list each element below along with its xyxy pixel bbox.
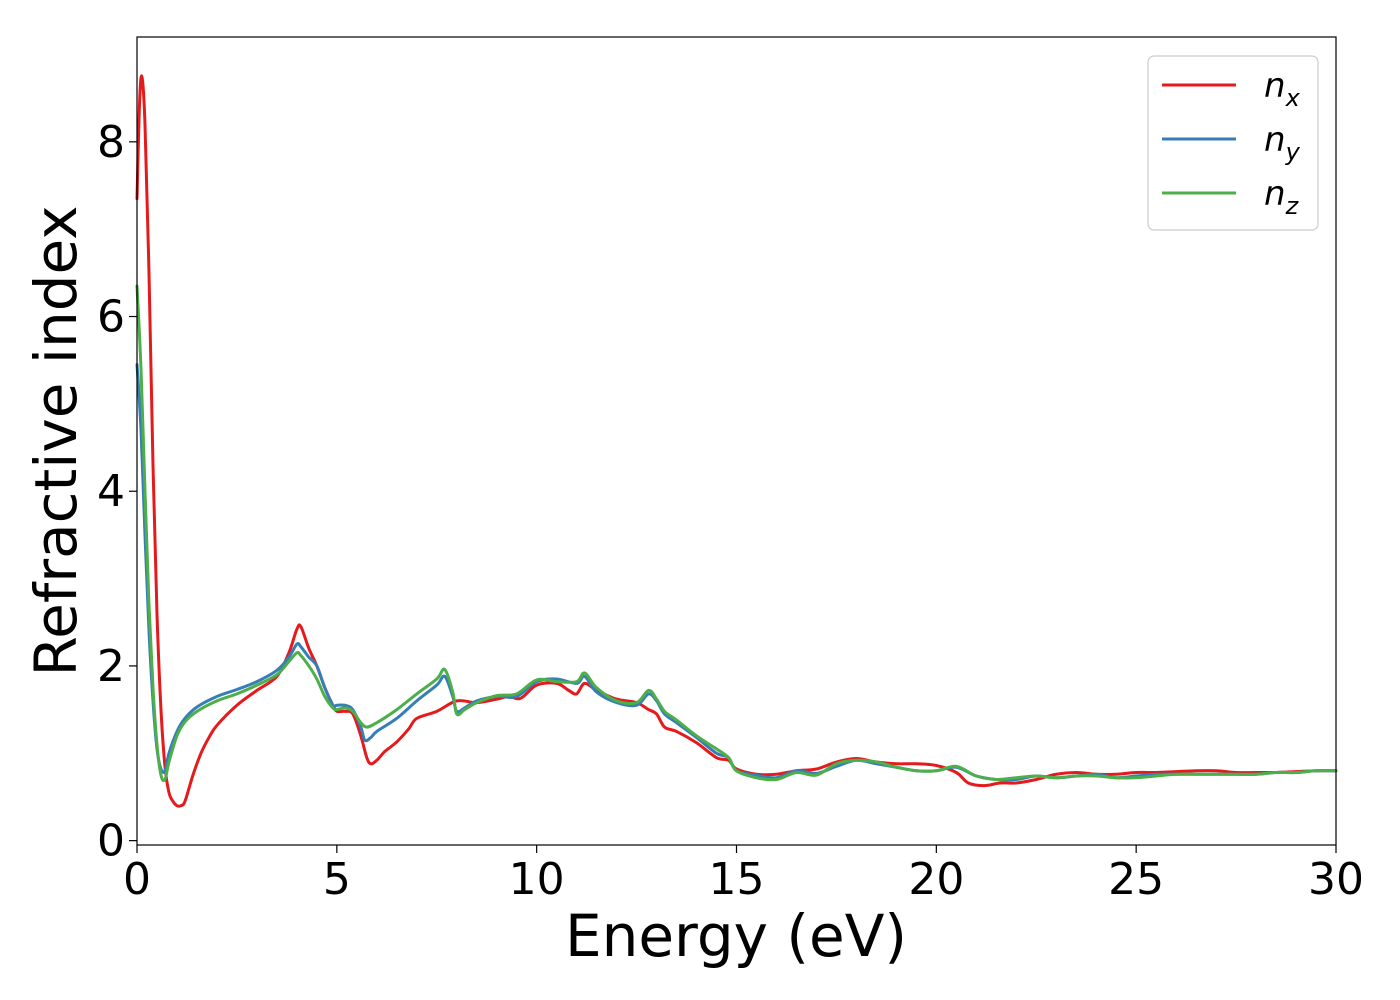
y-tick-label: 6 — [97, 292, 125, 343]
legend: nx ny nz — [1147, 55, 1319, 231]
x-tick-label: 0 — [123, 854, 151, 905]
series-line-n-x — [135, 74, 1338, 808]
y-tick-label: 4 — [97, 466, 125, 517]
x-tick-label: 5 — [323, 854, 351, 905]
x-axis-title: Energy (eV) — [565, 902, 907, 970]
y-axis: 0 2 4 6 8 — [97, 117, 137, 867]
y-tick-label: 2 — [97, 641, 125, 692]
plot-series — [135, 74, 1338, 808]
legend-label-n-x: nx — [1264, 66, 1301, 112]
x-tick-label: 10 — [509, 854, 565, 905]
y-tick-label: 8 — [97, 117, 125, 168]
legend-label-n-y: ny — [1264, 120, 1301, 166]
x-tick-label: 30 — [1308, 854, 1364, 905]
series-line-n-z — [135, 284, 1338, 783]
legend-label-n-z: nz — [1264, 174, 1300, 220]
x-tick-label: 25 — [1108, 854, 1164, 905]
legend-box — [1147, 55, 1319, 231]
y-tick-label: 0 — [97, 816, 125, 867]
y-axis-title: Refractive index — [22, 205, 90, 676]
x-axis: 0 5 10 15 20 25 30 — [123, 845, 1364, 905]
x-tick-label: 15 — [709, 854, 765, 905]
series-line-n-y — [135, 363, 1338, 782]
x-tick-label: 20 — [908, 854, 964, 905]
